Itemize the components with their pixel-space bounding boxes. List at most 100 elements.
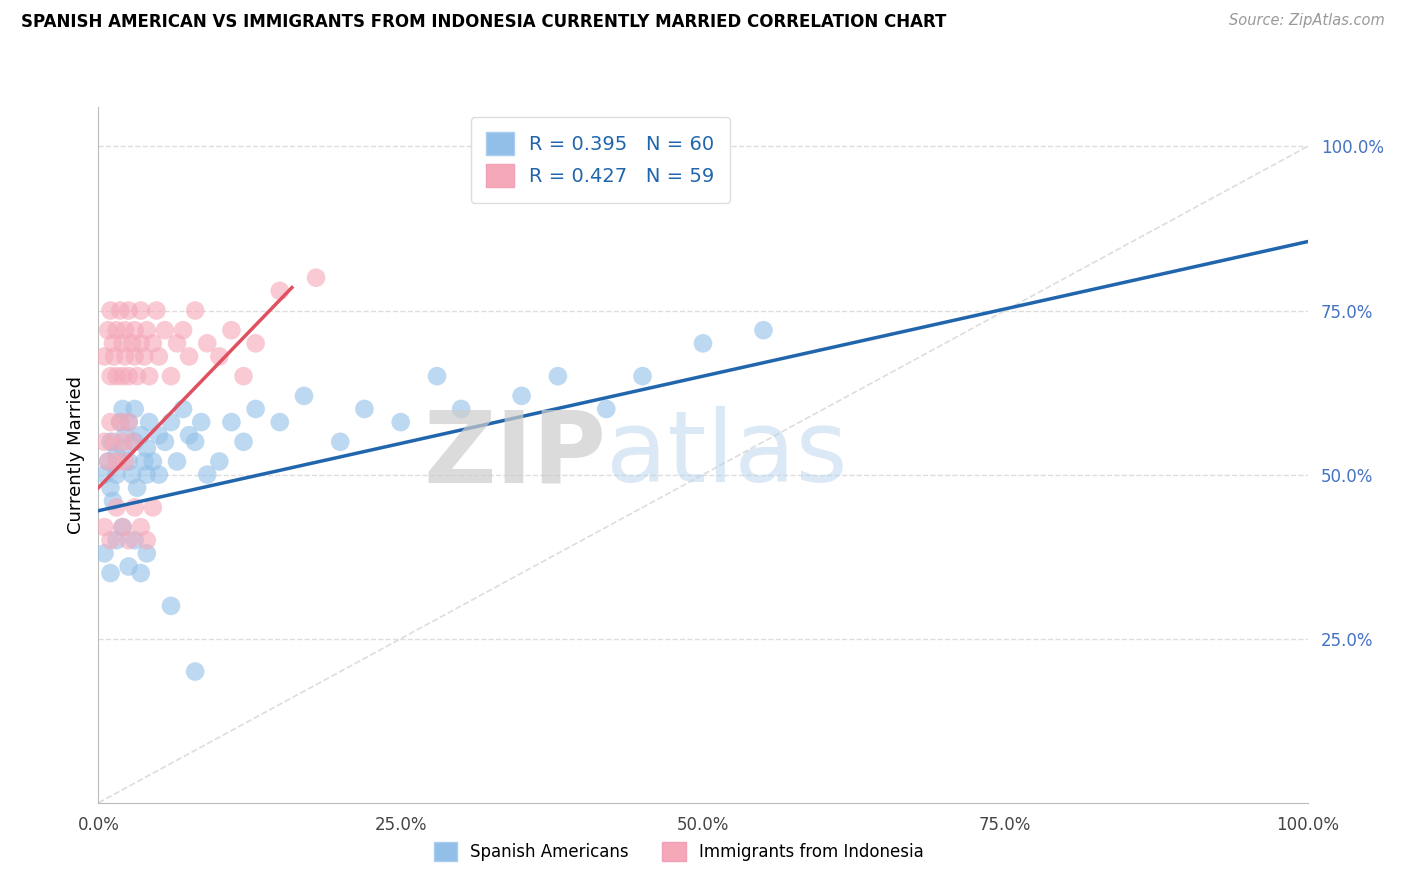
Point [121,434,143,449]
Point [111,520,134,534]
Point [118,559,141,574]
Point [114,428,136,442]
Point [124,350,146,364]
Point [245,336,267,351]
Point [692,336,714,351]
Text: ZIP: ZIP [423,407,606,503]
Point [184,303,207,318]
Point [108,415,131,429]
Point [101,434,124,449]
Point [752,323,775,337]
Point [118,369,141,384]
Point [221,323,243,337]
Point [93,350,115,364]
Point [389,415,412,429]
Point [114,454,136,468]
Point [160,599,183,613]
Point [190,415,212,429]
Point [232,434,254,449]
Point [127,481,149,495]
Point [292,389,315,403]
Point [105,500,128,515]
Point [160,369,183,384]
Point [93,467,115,482]
Point [124,434,146,449]
Point [100,481,122,495]
Point [108,303,131,318]
Point [353,401,375,416]
Point [93,434,115,449]
Point [100,369,122,384]
Point [97,323,120,337]
Point [129,336,152,351]
Point [135,546,157,560]
Text: SPANISH AMERICAN VS IMMIGRANTS FROM INDONESIA CURRENTLY MARRIED CORRELATION CHAR: SPANISH AMERICAN VS IMMIGRANTS FROM INDO… [21,13,946,31]
Point [329,434,352,449]
Point [135,442,157,456]
Point [195,467,218,482]
Point [105,448,128,462]
Point [127,369,149,384]
Point [269,284,291,298]
Point [100,303,122,318]
Point [142,500,165,515]
Point [121,336,143,351]
Point [208,350,231,364]
Point [142,454,165,468]
Point [269,415,291,429]
Point [111,520,134,534]
Point [195,336,218,351]
Point [129,303,152,318]
Point [184,665,207,679]
Point [142,336,165,351]
Point [111,442,134,456]
Point [631,369,654,384]
Point [134,454,156,468]
Legend: Spanish Americans, Immigrants from Indonesia: Spanish Americans, Immigrants from Indon… [420,829,938,874]
Point [148,428,170,442]
Point [105,454,128,468]
Point [208,454,231,468]
Point [148,350,170,364]
Point [177,350,201,364]
Y-axis label: Currently Married: Currently Married [66,376,84,534]
Point [103,350,125,364]
Point [124,500,146,515]
Point [177,428,201,442]
Point [105,323,128,337]
Point [129,566,152,580]
Point [172,401,194,416]
Point [232,369,254,384]
Point [160,415,183,429]
Point [100,566,122,580]
Point [245,401,267,416]
Point [153,434,176,449]
Text: Source: ZipAtlas.com: Source: ZipAtlas.com [1229,13,1385,29]
Text: atlas: atlas [606,407,848,503]
Point [221,415,243,429]
Point [426,369,449,384]
Point [118,533,141,548]
Point [93,520,115,534]
Point [100,415,122,429]
Point [118,415,141,429]
Point [305,270,328,285]
Point [135,467,157,482]
Point [138,415,160,429]
Point [135,323,157,337]
Point [153,323,176,337]
Point [100,434,122,449]
Point [595,401,617,416]
Point [138,369,160,384]
Point [118,454,141,468]
Point [166,454,188,468]
Point [129,428,152,442]
Point [101,336,124,351]
Point [450,401,472,416]
Point [105,369,128,384]
Point [114,323,136,337]
Point [166,336,188,351]
Point [118,415,141,429]
Point [118,303,141,318]
Point [93,546,115,560]
